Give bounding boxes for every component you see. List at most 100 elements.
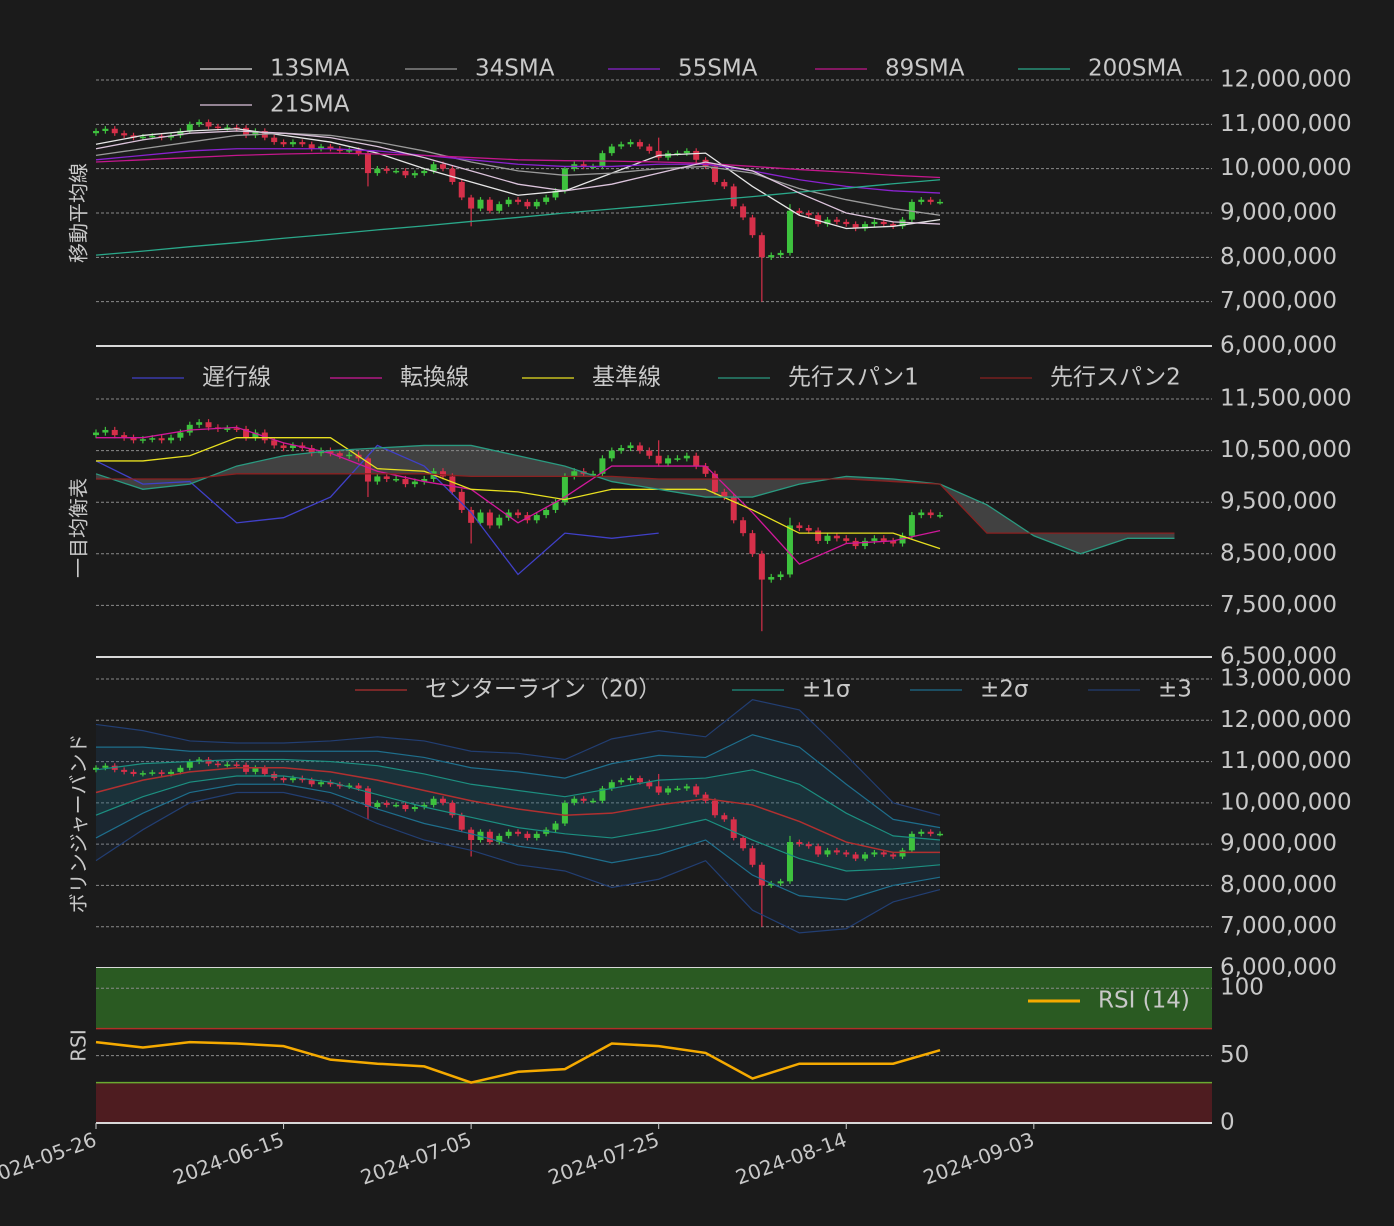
candle-body: [149, 438, 156, 440]
candle-body: [749, 217, 756, 236]
band-fill: [96, 699, 941, 933]
y-tick-label: 6,000,000: [1220, 333, 1337, 359]
candle-body: [524, 833, 531, 838]
candle-body: [515, 512, 522, 516]
y-tick-label: 9,000,000: [1220, 200, 1337, 226]
candle-body: [177, 767, 184, 772]
candle-body: [374, 802, 381, 807]
candle-body: [243, 428, 250, 438]
y-axis-label: 一目均衡表: [67, 478, 91, 578]
candle-body: [289, 142, 296, 145]
candle-body: [364, 153, 371, 174]
y-tick-label: 6,000,000: [1220, 955, 1337, 981]
sma-line: [95, 148, 941, 194]
candle-body: [590, 800, 597, 803]
candle-body: [355, 150, 362, 154]
candle-body: [402, 804, 409, 810]
x-tick-label: 2024-06-15: [170, 1127, 287, 1189]
candle-body: [815, 530, 822, 541]
candle-body: [768, 577, 775, 580]
candle-body: [599, 153, 606, 167]
candle-body: [449, 168, 456, 182]
lower-band: [95, 775, 941, 872]
upper-band: [95, 698, 941, 816]
ichimoku-line: [96, 437, 941, 550]
candle-body: [458, 491, 465, 510]
y-tick-label: 9,500,000: [1220, 489, 1337, 515]
candle-body: [843, 852, 850, 855]
candle-body: [815, 846, 822, 855]
candle-body: [636, 142, 643, 147]
band-fill: [96, 734, 941, 900]
zone: [96, 968, 1212, 1029]
candle-body: [299, 778, 306, 781]
candle-body: [486, 831, 493, 843]
candle-body: [533, 833, 540, 838]
candle-body: [730, 497, 737, 521]
candle-body: [702, 794, 709, 801]
candle-body: [318, 146, 325, 149]
candle-body: [740, 206, 747, 218]
candle-body: [289, 445, 296, 449]
candle-body: [271, 440, 278, 446]
candle-body: [505, 831, 512, 836]
candle-body: [786, 210, 793, 253]
candle-body: [374, 476, 381, 482]
x-tick-label: 2024-05-26: [0, 1127, 100, 1189]
legend-label: 先行スパン2: [1050, 365, 1181, 391]
candle-body: [130, 437, 137, 441]
sma-line: [95, 128, 941, 230]
y-tick-label: 12,000,000: [1220, 707, 1352, 733]
legend-label: 先行スパン1: [788, 365, 919, 391]
candle-body: [852, 224, 859, 229]
candle-body: [252, 130, 259, 136]
candle-body: [768, 883, 775, 886]
candle-body: [430, 164, 437, 171]
candle-body: [308, 780, 315, 785]
candle-body: [918, 512, 925, 516]
candle-body: [777, 252, 784, 256]
candle-body: [402, 170, 409, 176]
legend-label: 55SMA: [678, 56, 758, 82]
y-tick-label: 7,500,000: [1220, 592, 1337, 618]
y-tick-label: 0: [1220, 1110, 1235, 1136]
zone: [96, 1082, 1212, 1123]
ichimoku-line: [96, 426, 941, 565]
candle-body: [899, 535, 906, 544]
candle-body: [561, 168, 568, 191]
candle-body: [158, 438, 165, 441]
candle-body: [768, 255, 775, 258]
panel: 6,500,000 7,500,000 8,500,000 9,500,000 10,5…: [67, 365, 1352, 670]
center-line: [95, 767, 941, 854]
candle-body: [805, 844, 812, 847]
candle-body: [796, 210, 803, 213]
candle-body: [693, 455, 700, 467]
candle-body: [730, 819, 737, 838]
candle-body: [627, 142, 634, 145]
candle-body: [449, 476, 456, 492]
candle-body: [890, 854, 897, 857]
y-axis-label: 移動平均線: [67, 163, 91, 263]
candle-body: [533, 515, 540, 521]
legend-label: ±2σ: [980, 677, 1028, 703]
legend-label: 34SMA: [475, 56, 555, 82]
candle-body: [196, 122, 203, 125]
candle-body: [177, 130, 184, 136]
candle-body: [608, 782, 615, 789]
y-tick-label: 11,000,000: [1220, 748, 1352, 774]
candle-body: [327, 146, 334, 149]
legend-label: 89SMA: [885, 56, 965, 82]
candle-body: [805, 528, 812, 531]
candle-body: [627, 445, 634, 449]
candle-body: [590, 473, 597, 476]
x-tick-label: 2024-09-03: [920, 1127, 1037, 1189]
candle-body: [224, 127, 231, 129]
candle-body: [393, 170, 400, 173]
candle-body: [139, 439, 146, 441]
candle-body: [411, 806, 418, 810]
candle-body: [777, 881, 784, 884]
candle-body: [880, 852, 887, 855]
y-tick-label: 12,000,000: [1220, 67, 1352, 93]
candle-body: [693, 786, 700, 795]
